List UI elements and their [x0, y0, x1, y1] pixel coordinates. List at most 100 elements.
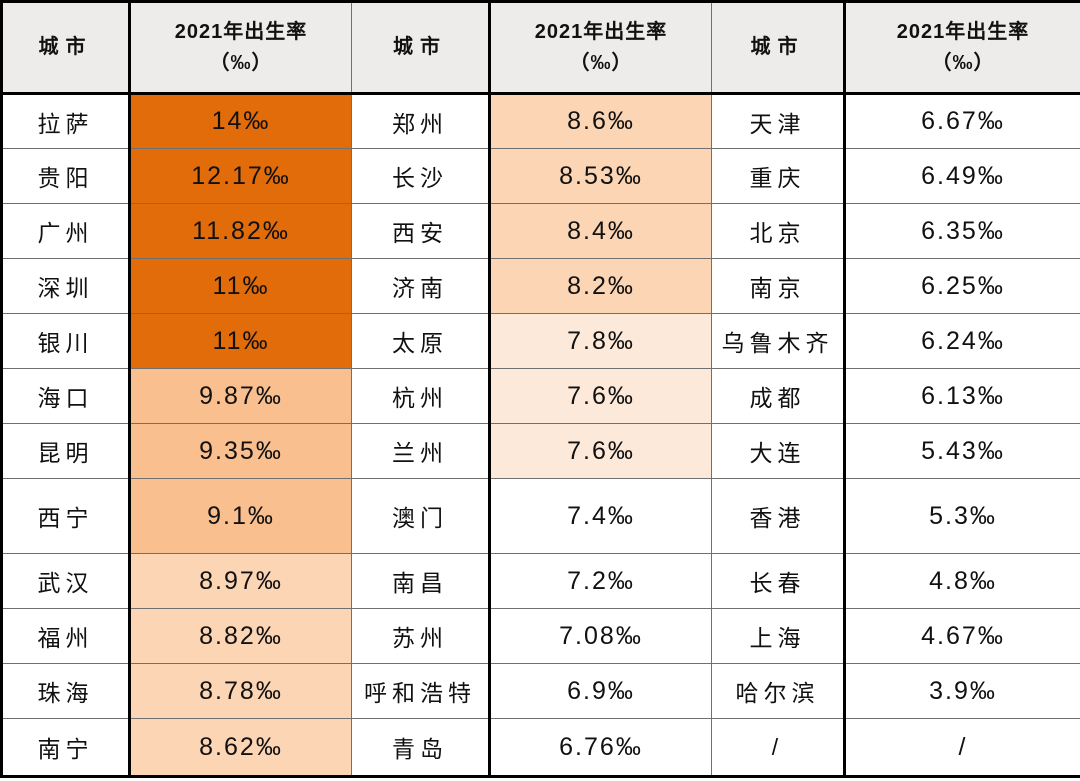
- header-rate-line1: 2021年出生率: [174, 20, 308, 43]
- table-row: 海口 9.87‰ 杭州 7.6‰ 成都 6.13‰: [1, 368, 1080, 424]
- city-cell: 海口: [1, 368, 130, 424]
- city-cell: 哈尔滨: [711, 663, 845, 719]
- rate-cell: 4.8‰: [843, 553, 1080, 609]
- city-cell: 福州: [1, 608, 130, 664]
- city-cell: 银川: [1, 313, 130, 369]
- city-cell: 天津: [711, 93, 845, 149]
- rate-cell: 7.8‰: [488, 313, 712, 369]
- header-rate-3: 2021年出生率 （‰）: [843, 1, 1080, 95]
- table-row: 福州 8.82‰ 苏州 7.08‰ 上海 4.67‰: [1, 608, 1080, 664]
- city-cell: 西宁: [1, 478, 130, 554]
- city-cell: 南宁: [1, 718, 130, 777]
- table-header: 城市 2021年出生率 （‰） 城市 2021年出生率 （‰） 城市 2021年出生…: [1, 1, 1080, 95]
- city-cell: 重庆: [711, 148, 845, 204]
- rate-cell: 6.67‰: [843, 93, 1080, 149]
- city-cell: 武汉: [1, 553, 130, 609]
- rate-cell: 3.9‰: [843, 663, 1080, 719]
- table-row: 武汉 8.97‰ 南昌 7.2‰ 长春 4.8‰: [1, 553, 1080, 609]
- rate-cell: 14‰: [128, 93, 352, 149]
- city-cell: 苏州: [351, 608, 490, 664]
- city-cell: 杭州: [351, 368, 490, 424]
- table-row: 昆明 9.35‰ 兰州 7.6‰ 大连 5.43‰: [1, 423, 1080, 479]
- header-rate-line1: 2021年出生率: [534, 20, 668, 43]
- city-cell: /: [711, 718, 845, 777]
- city-cell: 南昌: [351, 553, 490, 609]
- city-cell: 乌鲁木齐: [711, 313, 845, 369]
- city-cell: 长春: [711, 553, 845, 609]
- rate-cell: 6.9‰: [488, 663, 712, 719]
- city-cell: 郑州: [351, 93, 490, 149]
- rate-cell: 6.35‰: [843, 203, 1080, 259]
- rate-cell: 7.6‰: [488, 423, 712, 479]
- rate-cell: 9.87‰: [128, 368, 352, 424]
- city-cell: 济南: [351, 258, 490, 314]
- header-rate-line1: 2021年出生率: [896, 20, 1030, 43]
- table-row: 南宁 8.62‰ 青岛 6.76‰ / /: [1, 718, 1080, 777]
- rate-cell: 6.24‰: [843, 313, 1080, 369]
- rate-cell: 8.2‰: [488, 258, 712, 314]
- rate-cell: 5.3‰: [843, 478, 1080, 554]
- table-row: 拉萨 14‰ 郑州 8.6‰ 天津 6.67‰: [1, 93, 1080, 149]
- rate-cell: 7.4‰: [488, 478, 712, 554]
- rate-cell: 9.1‰: [128, 478, 352, 554]
- rate-cell: 7.2‰: [488, 553, 712, 609]
- rate-cell: 8.97‰: [128, 553, 352, 609]
- table-row: 广州 11.82‰ 西安 8.4‰ 北京 6.35‰: [1, 203, 1080, 259]
- rate-cell: 8.4‰: [488, 203, 712, 259]
- rate-cell: /: [843, 718, 1080, 777]
- rate-cell: 7.6‰: [488, 368, 712, 424]
- city-cell: 贵阳: [1, 148, 130, 204]
- header-rate-line2: （‰）: [931, 51, 995, 74]
- table-body: 拉萨 14‰ 郑州 8.6‰ 天津 6.67‰ 贵阳 12.17‰ 长沙 8.5…: [1, 93, 1080, 777]
- header-city-2: 城市: [351, 1, 490, 95]
- header-rate-1: 2021年出生率 （‰）: [128, 1, 352, 95]
- header-city-1: 城市: [1, 1, 130, 95]
- rate-cell: 5.43‰: [843, 423, 1080, 479]
- rate-cell: 8.53‰: [488, 148, 712, 204]
- rate-cell: 7.08‰: [488, 608, 712, 664]
- header-rate-line2: （‰）: [209, 51, 273, 74]
- header-city-3: 城市: [711, 1, 845, 95]
- table-row: 西宁 9.1‰ 澳门 7.4‰ 香港 5.3‰: [1, 478, 1080, 554]
- rate-cell: 11.82‰: [128, 203, 352, 259]
- rate-cell: 6.25‰: [843, 258, 1080, 314]
- city-cell: 呼和浩特: [351, 663, 490, 719]
- city-cell: 南京: [711, 258, 845, 314]
- city-cell: 西安: [351, 203, 490, 259]
- rate-cell: 12.17‰: [128, 148, 352, 204]
- city-cell: 广州: [1, 203, 130, 259]
- rate-cell: 6.76‰: [488, 718, 712, 777]
- rate-cell: 6.49‰: [843, 148, 1080, 204]
- city-cell: 深圳: [1, 258, 130, 314]
- city-cell: 香港: [711, 478, 845, 554]
- city-cell: 珠海: [1, 663, 130, 719]
- city-cell: 拉萨: [1, 93, 130, 149]
- rate-cell: 8.62‰: [128, 718, 352, 777]
- header-rate-2: 2021年出生率 （‰）: [488, 1, 712, 95]
- rate-cell: 6.13‰: [843, 368, 1080, 424]
- city-cell: 长沙: [351, 148, 490, 204]
- table-row: 深圳 11‰ 济南 8.2‰ 南京 6.25‰: [1, 258, 1080, 314]
- rate-cell: 4.67‰: [843, 608, 1080, 664]
- rate-cell: 11‰: [128, 313, 352, 369]
- header-row: 城市 2021年出生率 （‰） 城市 2021年出生率 （‰） 城市 2021年出生…: [1, 1, 1080, 95]
- rate-cell: 8.78‰: [128, 663, 352, 719]
- city-cell: 大连: [711, 423, 845, 479]
- city-cell: 北京: [711, 203, 845, 259]
- rate-cell: 9.35‰: [128, 423, 352, 479]
- city-cell: 上海: [711, 608, 845, 664]
- city-cell: 青岛: [351, 718, 490, 777]
- header-rate-line2: （‰）: [569, 51, 633, 74]
- rate-cell: 8.82‰: [128, 608, 352, 664]
- table-row: 珠海 8.78‰ 呼和浩特 6.9‰ 哈尔滨 3.9‰: [1, 663, 1080, 719]
- city-cell: 澳门: [351, 478, 490, 554]
- table-row: 银川 11‰ 太原 7.8‰ 乌鲁木齐 6.24‰: [1, 313, 1080, 369]
- rate-cell: 11‰: [128, 258, 352, 314]
- city-cell: 兰州: [351, 423, 490, 479]
- city-cell: 成都: [711, 368, 845, 424]
- city-cell: 太原: [351, 313, 490, 369]
- rate-cell: 8.6‰: [488, 93, 712, 149]
- city-cell: 昆明: [1, 423, 130, 479]
- table-row: 贵阳 12.17‰ 长沙 8.53‰ 重庆 6.49‰: [1, 148, 1080, 204]
